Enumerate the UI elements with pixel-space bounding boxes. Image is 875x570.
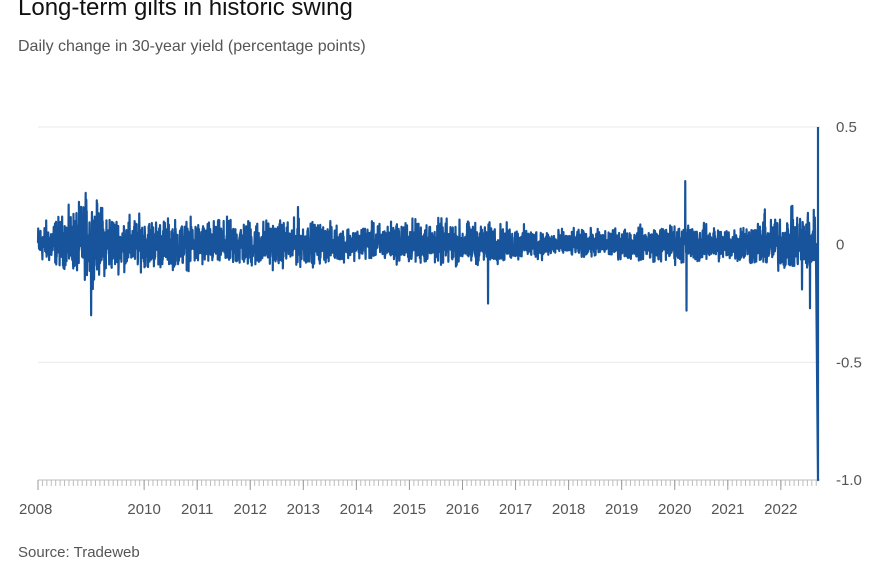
x-tick-label: 2015 — [393, 501, 426, 518]
x-tick-label: 2011 — [181, 501, 213, 518]
x-tick-label: 2014 — [340, 501, 373, 518]
source-note: Source: Tradeweb — [18, 544, 140, 561]
x-tick-label: 2022 — [764, 501, 797, 518]
chart-subtitle: Daily change in 30-year yield (percentag… — [18, 38, 366, 55]
x-tick-label: 2008 — [19, 501, 52, 518]
x-tick-label: 2021 — [711, 501, 744, 518]
series-line-30y-yield-change — [36, 127, 820, 482]
x-tick-label: 2019 — [605, 501, 638, 518]
y-tick-label: -0.5 — [836, 354, 862, 371]
x-tick-label: 2012 — [234, 501, 267, 518]
chart-title: Long-term gilts in historic swing — [18, 0, 353, 21]
x-tick-label: 2017 — [499, 501, 532, 518]
x-tick-label: 2020 — [658, 501, 691, 518]
y-tick-label: -1.0 — [836, 472, 862, 489]
x-tick-label: 2013 — [287, 501, 320, 518]
x-tick-label: 2016 — [446, 501, 479, 518]
x-tick-label: 2018 — [552, 501, 585, 518]
x-tick-label: 2010 — [127, 501, 160, 518]
y-tick-label: 0 — [836, 237, 844, 254]
y-tick-label: 0.5 — [836, 119, 857, 136]
